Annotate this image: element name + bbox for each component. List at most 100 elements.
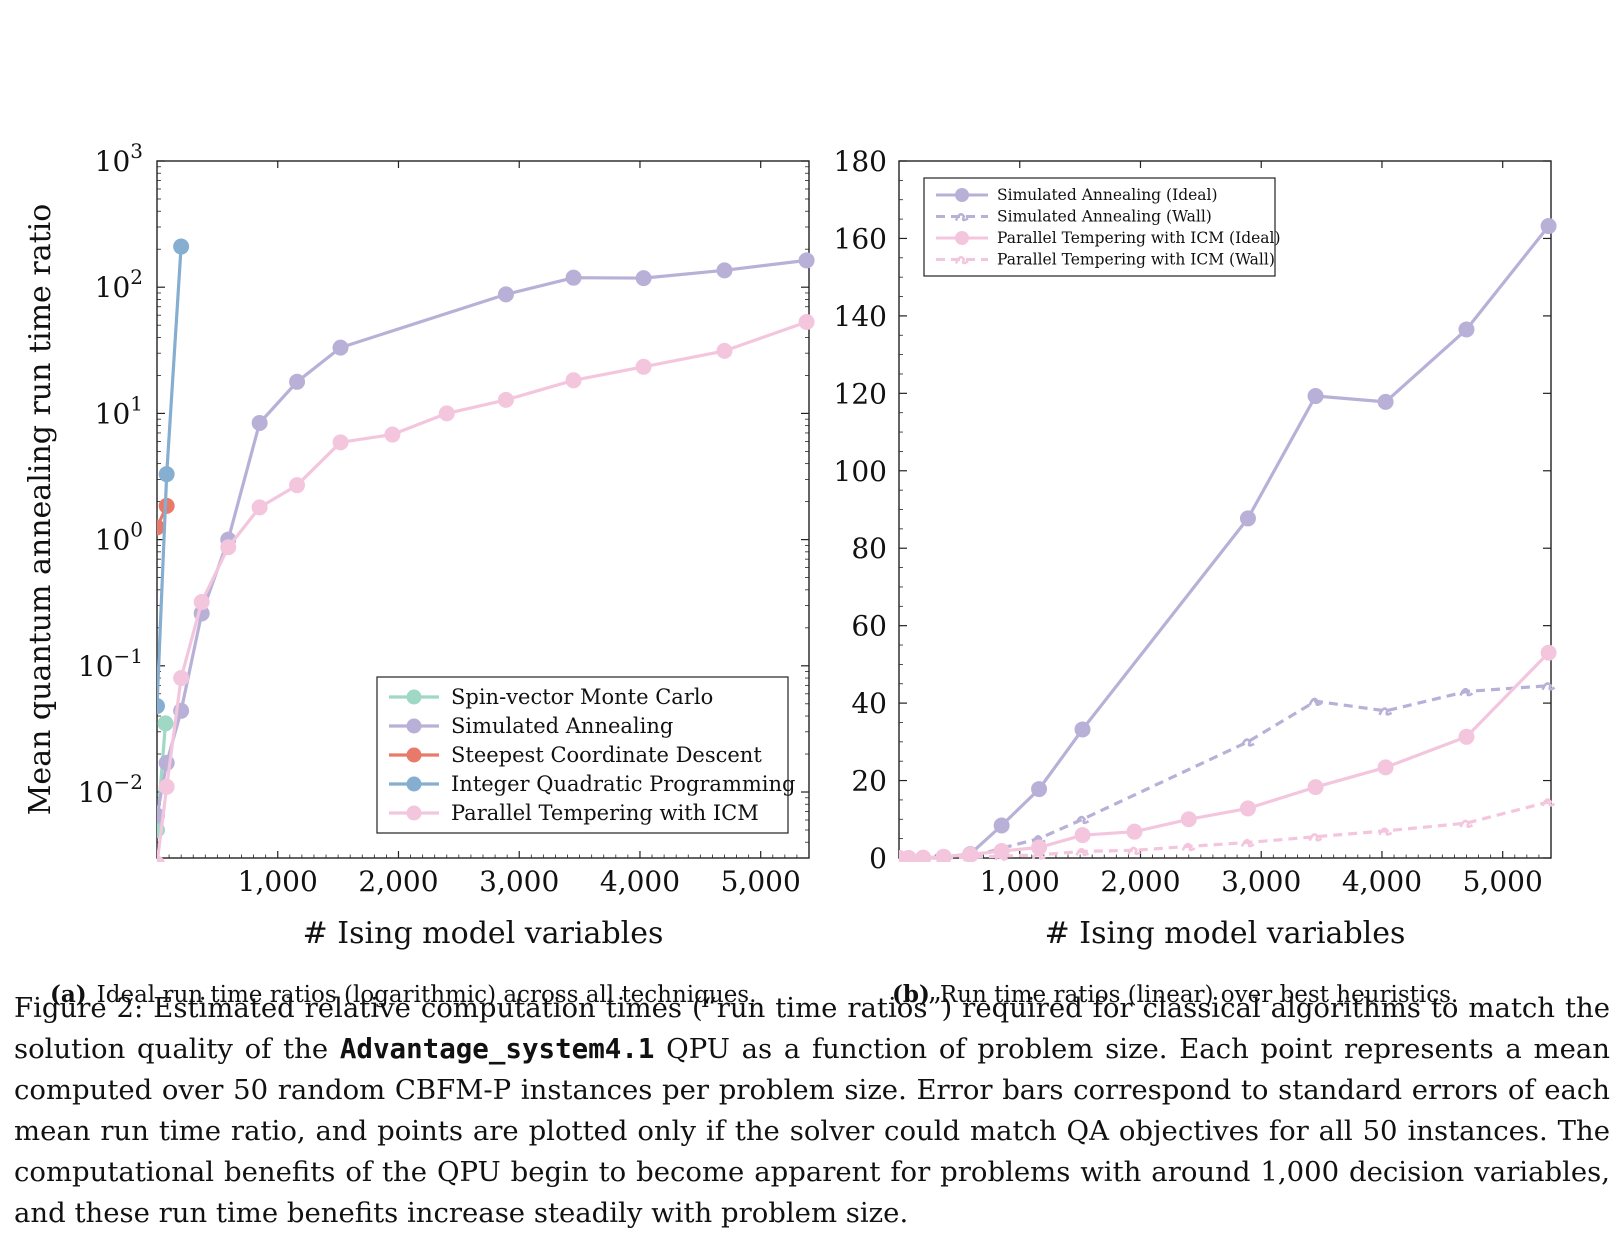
panel-a-y-tick-base: 10 bbox=[95, 524, 131, 557]
panel-b-series-simulated-annealing-ideal-point bbox=[1540, 218, 1557, 235]
panel-a-series-simulated-annealing bbox=[157, 252, 815, 824]
panel-a-x-axis-label: # Ising model variables bbox=[303, 916, 664, 951]
panel-b-x-tick-label: 4,000 bbox=[1342, 865, 1422, 898]
caption-text-part1: Figure 2: Estimated relative computation… bbox=[14, 991, 1610, 1065]
panel-a-y-tick-label: 100 bbox=[95, 518, 143, 557]
panel-a-y-tick-label: 10−1 bbox=[78, 644, 143, 683]
panel-b-series-parallel-tempering-with-icm-wall-marker bbox=[1541, 798, 1556, 807]
panel-a-series-parallel-tempering-with-icm-point bbox=[173, 670, 190, 687]
panel-b-series-simulated-annealing-ideal-line bbox=[899, 225, 1550, 860]
panel-b-legend-entry-parallel-tempering-with-icm-wall-swatch-marker bbox=[954, 256, 969, 265]
panel-b-series-parallel-tempering-with-icm-ideal-point bbox=[1239, 800, 1256, 817]
panel-b-series-parallel-tempering-with-icm-ideal-point bbox=[1180, 811, 1197, 828]
panel-b-series-parallel-tempering-with-icm-wall bbox=[899, 798, 1556, 862]
panel-b-series-parallel-tempering-with-icm-wall-marker bbox=[1240, 838, 1255, 848]
panel-b-legend-entry-parallel-tempering-with-icm-ideal-swatch-marker bbox=[955, 231, 969, 245]
panel-b-subcaption: (b) Run time ratios (linear) over best he… bbox=[892, 981, 1458, 1008]
panel-a-y-tick-label: 103 bbox=[95, 139, 143, 178]
panel-b-series-simulated-annealing-wall-marker bbox=[1308, 697, 1323, 707]
panel-b-series-simulated-annealing-ideal-point bbox=[1031, 781, 1048, 798]
panel-a-series-simulated-annealing-point bbox=[332, 339, 349, 356]
panel-a-series-simulated-annealing-point bbox=[497, 286, 514, 303]
panel-a-y-axis-label: Mean quantum annealing run time ratio bbox=[23, 204, 58, 816]
panel-a-series-steepest-coordinate-descent bbox=[157, 497, 175, 536]
panel-b-x-axis-label: # Ising model variables bbox=[1045, 916, 1406, 951]
panel-b-series-parallel-tempering-with-icm-wall-marker bbox=[915, 854, 930, 862]
panel-b-legend-entry-parallel-tempering-with-icm-wall-label: Parallel Tempering with ICM (Wall) bbox=[997, 251, 1275, 269]
panel-a-y-tick-exponent: 2 bbox=[130, 265, 143, 289]
panel-a-y-tick-label: 101 bbox=[95, 391, 143, 430]
panel-b-series-parallel-tempering-with-icm-wall-marker bbox=[1181, 842, 1196, 852]
panel-b-y-tick-label: 80 bbox=[851, 532, 887, 565]
panel-b-series-simulated-annealing-ideal-point bbox=[1377, 393, 1394, 410]
panel-a-legend-entry-spin-vector-monte-carlo-swatch-marker bbox=[406, 689, 422, 705]
panel-b-y-tick-label: 160 bbox=[834, 222, 887, 255]
panel-a-y-tick-exponent: −1 bbox=[114, 644, 143, 668]
panel-a-legend-entry-spin-vector-monte-carlo-label: Spin-vector Monte Carlo bbox=[451, 685, 713, 709]
panel-b-series-parallel-tempering-with-icm-ideal-point bbox=[1377, 759, 1394, 776]
panel-a-y-tick-label: 102 bbox=[95, 265, 143, 304]
panel-b-y-tick-label: 140 bbox=[834, 300, 887, 333]
panel-b-series-parallel-tempering-with-icm-ideal-point bbox=[1126, 823, 1143, 840]
panel-b-series-parallel-tempering-with-icm-wall-marker bbox=[1075, 847, 1090, 857]
panel-a-series-integer-quadratic-programming-point bbox=[173, 238, 190, 255]
panel-a-y-tick-base: 10 bbox=[78, 650, 114, 683]
panel-b-series-parallel-tempering-with-icm-ideal-point bbox=[1458, 728, 1475, 745]
panel-a-series-integer-quadratic-programming bbox=[157, 238, 190, 715]
panel-a-series-spin-vector-monte-carlo-point bbox=[157, 715, 174, 732]
panel-a-series-simulated-annealing-point bbox=[635, 270, 652, 287]
panel-a-y-tick-base: 10 bbox=[95, 271, 131, 304]
panel-b-series-simulated-annealing-ideal bbox=[899, 218, 1557, 862]
panel-b-y-tick-label: 180 bbox=[834, 145, 887, 178]
panel-b-plot-area bbox=[899, 218, 1557, 862]
panel-a-legend-entry-parallel-tempering-with-icm-swatch-marker bbox=[406, 805, 422, 821]
panel-a-legend-entry-parallel-tempering-with-icm-label: Parallel Tempering with ICM bbox=[451, 801, 759, 825]
panel-b-x-tick-label: 5,000 bbox=[1463, 865, 1543, 898]
panel-a-log-chart: 1,000 2,000 3,000 4,000 5,00010310210110010−… bbox=[23, 139, 815, 1008]
panel-b-series-parallel-tempering-with-icm-wall-marker bbox=[936, 854, 951, 862]
panel-b-x-tick-label: 1,000 bbox=[980, 865, 1060, 898]
panel-b-series-parallel-tempering-with-icm-wall-marker bbox=[994, 852, 1009, 861]
panel-b-series-simulated-annealing-ideal-point bbox=[1458, 321, 1475, 338]
panel-a-x-tick-label: 1,000 bbox=[238, 865, 318, 898]
panel-a-series-parallel-tempering-with-icm-point bbox=[384, 426, 401, 443]
panel-b-series-parallel-tempering-with-icm-ideal-point bbox=[1307, 779, 1324, 796]
panel-b-series-simulated-annealing-wall-marker bbox=[1240, 738, 1255, 747]
panel-a-y-tick-base: 10 bbox=[95, 145, 131, 178]
panel-b-y-tick-label: 120 bbox=[834, 377, 887, 410]
panel-a-x-tick-label: 4,000 bbox=[600, 865, 680, 898]
panel-b-y-tick-label: 60 bbox=[851, 610, 887, 643]
panel-a-y-tick-base: 10 bbox=[95, 397, 131, 430]
panel-a-series-parallel-tempering-with-icm-point bbox=[158, 778, 175, 795]
panel-a-y-tick-base: 10 bbox=[78, 776, 114, 809]
panel-a-legend-entry-steepest-coordinate-descent-label: Steepest Coordinate Descent bbox=[451, 743, 762, 767]
caption-code-system-name: Advantage_system4.1 bbox=[339, 1032, 655, 1065]
figure-caption: Figure 2: Estimated relative computation… bbox=[14, 988, 1610, 1234]
panel-b-x-tick-label: 3,000 bbox=[1221, 865, 1301, 898]
panel-b-legend: Simulated Annealing (Ideal) Simulated Ann… bbox=[923, 177, 1281, 277]
panel-a-series-parallel-tempering-with-icm-point bbox=[193, 594, 210, 611]
panel-b-linear-chart: 1,000 2,000 3,000 4,000 5,000 0 20 40 60 80 100 120… bbox=[834, 145, 1557, 1008]
panel-a-series-parallel-tempering-with-icm-point bbox=[438, 405, 455, 422]
panel-b-series-parallel-tempering-with-icm-wall-marker bbox=[1459, 819, 1474, 829]
panel-a-series-simulated-annealing-point bbox=[251, 414, 268, 431]
panel-a-legend-box bbox=[376, 676, 789, 834]
panel-a-series-parallel-tempering-with-icm-point bbox=[635, 358, 652, 375]
panel-b-subcaption-text: Run time ratios (linear) over best heuri… bbox=[940, 982, 1458, 1008]
caption-text-part2: QPU as a function of problem size. Each … bbox=[14, 1032, 1610, 1229]
panel-a-series-parallel-tempering-with-icm bbox=[157, 313, 815, 862]
panel-a-legend-entry-integer-quadratic-programming-label: Integer Quadratic Programming bbox=[451, 772, 795, 796]
panel-a-series-integer-quadratic-programming-point bbox=[157, 698, 165, 715]
panel-a-series-parallel-tempering-with-icm-point bbox=[220, 539, 237, 556]
panel-a-series-parallel-tempering-with-icm-point bbox=[332, 434, 349, 451]
panel-a-series-parallel-tempering-with-icm-point bbox=[716, 342, 733, 359]
panel-a-series-parallel-tempering-with-icm-point bbox=[251, 499, 268, 516]
panel-a-subcaption-label: (a) bbox=[50, 981, 87, 1008]
panel-a-y-tick-exponent: 1 bbox=[130, 391, 143, 415]
panel-b-series-simulated-annealing-wall-line bbox=[899, 684, 1549, 860]
panel-b-series-parallel-tempering-with-icm-wall-marker bbox=[1031, 851, 1046, 860]
panel-a-series-simulated-annealing-point bbox=[289, 373, 306, 390]
panel-b-series-parallel-tempering-with-icm-ideal-point bbox=[1540, 644, 1557, 661]
panel-b-series-simulated-annealing-ideal-point bbox=[993, 817, 1010, 834]
